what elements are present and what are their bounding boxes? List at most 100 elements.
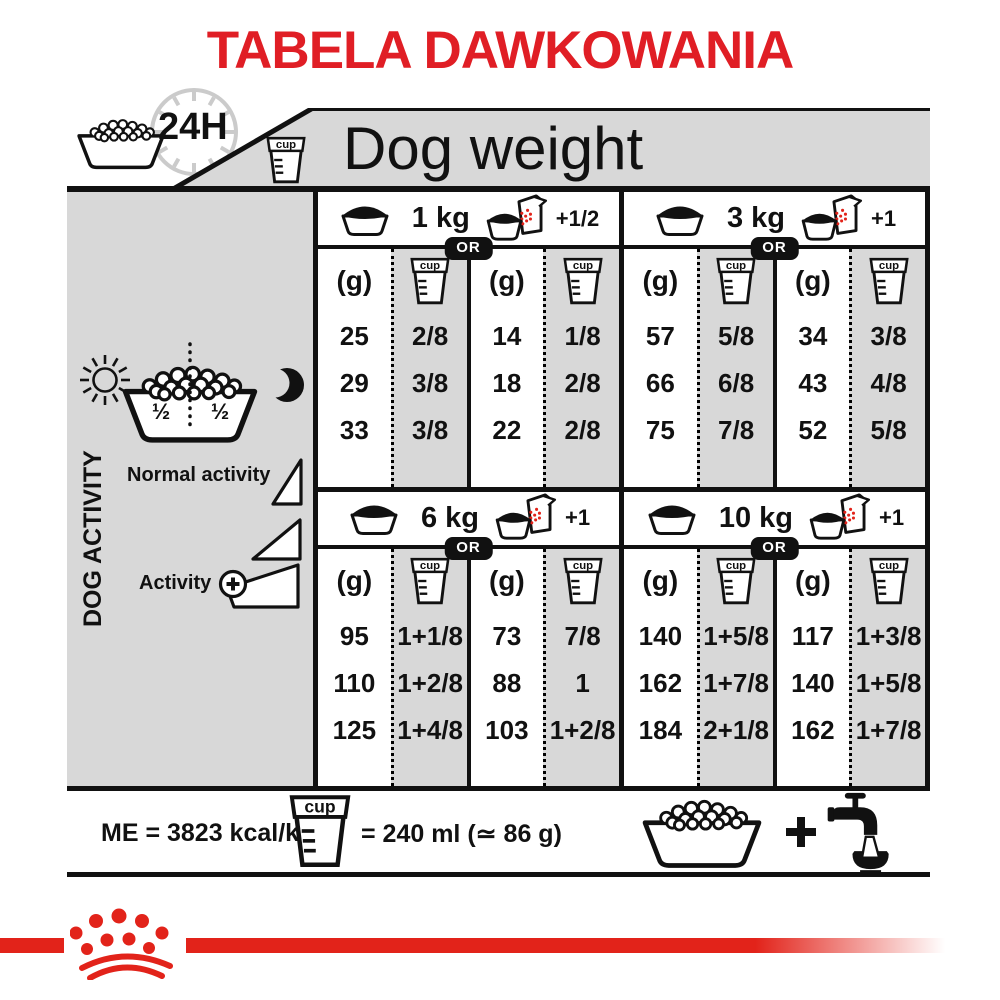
measuring-cup-icon [563,256,603,306]
weight-label: 1 kg [411,202,470,234]
half-portion-left: ½ [152,399,170,424]
dry-only-subcol: (g) 25 29 33 2/8 3/8 3/8 [318,249,467,487]
paw-crown-logo [70,908,173,980]
grams-value: 25 [339,321,369,351]
grams-value: 103 [485,714,529,745]
weight-header-row: 1 kg +1/2 OR 3 kg +1 OR [318,192,925,260]
grams-column: (g) 14 18 22 [471,249,544,487]
dosage-table: 1 kg +1/2 OR 3 kg +1 OR (g) 25 29 [313,192,930,786]
measuring-cup-icon [869,556,909,606]
grams-value: 140 [791,667,835,698]
divider [67,872,930,877]
cups-column: 1+5/8 1+7/8 2+1/8 [696,548,773,786]
cup-value: 3/8 [412,368,449,398]
bowl-icon [347,500,401,536]
grams-value: 75 [645,415,675,445]
activity-ramp-large-icon [225,563,300,609]
grams-value: 18 [492,368,522,398]
cups-column: 1+1/8 1+2/8 1+4/8 [390,548,467,786]
or-badge: OR [750,237,799,260]
bowl-pouch-icon [486,194,548,244]
clock-icon [150,88,238,176]
bowl-icon [653,201,707,237]
plus-circle-icon [218,569,248,599]
dog-activity-panel: ½ ½ DOG ACTIVITY Normal activity Activit… [67,192,313,786]
grams-column: (g) 34 43 52 [777,249,850,487]
activity-ramp-small-icon [271,458,303,506]
or-badge: OR [750,536,799,560]
grams-header: (g) [488,564,525,596]
grams-value: 117 [791,620,834,651]
bowl-icon [645,500,699,536]
cup-value: 1+2/8 [549,714,616,745]
grams-value: 29 [339,368,369,398]
grams-column: (g) 117 140 162 [777,549,850,787]
cup-value: 2/8 [564,415,601,445]
divider [67,786,930,791]
cup-value: 3/8 [870,321,907,351]
pouch-count-label: +1 [564,505,591,530]
dog-weight-header: Dog weight [313,108,930,192]
cup-value: 7/8 [564,620,601,651]
group-content-10kg: (g) 140 162 184 1+5/8 1+7/8 2+1/8 (g) [619,548,925,787]
measuring-cup-icon [869,256,909,306]
group-content-3kg: (g) 57 66 75 5/8 6/8 7/8 (g) [619,249,925,487]
pouch-count-label: +1 [870,205,897,231]
grams-value: 88 [492,667,522,698]
split-bowl-icon: ½ ½ [117,342,263,444]
cup-value: 1/8 [564,321,601,351]
cup-value: 1+7/8 [855,714,922,745]
me-kcal-label: ME = 3823 kcal/kg [101,819,315,847]
red-stripe-left [0,938,64,953]
measuring-cup-icon [410,556,450,606]
grams-column: (g) 95 110 125 [318,549,391,787]
grams-header: (g) [642,265,679,296]
grams-header: (g) [336,564,373,596]
cup-value: 7/8 [718,415,755,445]
grams-value: 73 [492,620,522,651]
grams-value: 52 [798,415,828,445]
grams-header: (g) [336,265,373,296]
cups-column: 1+3/8 1+5/8 1+7/8 [849,548,925,786]
bowl-pouch-icon [801,194,863,244]
grams-header: (g) [794,265,831,296]
weight-header-row: 6 kg +1 OR 10 kg +1 OR [318,491,925,560]
dry-only-subcol: (g) 95 110 125 1+1/8 1+2/8 1+4/8 [318,548,467,787]
page-title: TABELA DAWKOWANIA [206,21,795,80]
bowl-icon [338,201,392,237]
pouch-count-label: +1 [879,505,905,530]
food-bowl-icon [632,793,772,869]
activity-label: Activity [139,572,212,594]
cup-value: 1+3/8 [855,620,922,651]
group-content-1kg: (g) 25 29 33 2/8 3/8 3/8 (g) [318,249,619,487]
cup-value: 6/8 [718,368,755,398]
values-row: (g) 95 110 125 1+1/8 1+2/8 1+4/8 (g) [318,548,925,787]
cup-value: 5/8 [718,321,755,351]
weight-label: 3 kg [726,202,785,234]
weight-group-header-1kg: 1 kg +1/2 OR [318,192,619,260]
cup-equivalence-label: = 240 ml (≃ 86 g) [361,820,562,848]
grams-value: 162 [791,714,835,745]
cup-value: 2/8 [412,321,449,351]
cup-value: 4/8 [870,368,907,398]
cup-value: 1+5/8 [703,620,770,651]
grams-column: (g) 25 29 33 [318,249,391,487]
weight-group-header-10kg: 10 kg +1 OR [619,491,925,560]
bowl-pouch-icon [809,493,871,543]
grams-value: 110 [333,667,376,698]
cup-value: 1+5/8 [855,667,922,698]
water-tap-icon [827,792,889,873]
normal-activity-label: Normal activity [127,464,271,486]
half-portion-right: ½ [211,399,229,424]
cups-column: 7/8 1 1+2/8 [543,548,619,786]
grams-value: 14 [492,321,522,351]
grams-column: (g) 57 66 75 [624,249,697,487]
cup-value: 2/8 [564,368,601,398]
cup-value: 5/8 [870,415,907,445]
divider [67,186,930,192]
grams-column: (g) 140 162 184 [624,549,697,787]
pouch-count-label: +1/2 [555,205,600,231]
grams-value: 95 [339,620,369,651]
grams-value: 162 [638,667,683,698]
weight-group-header-3kg: 3 kg +1 OR [619,192,925,260]
